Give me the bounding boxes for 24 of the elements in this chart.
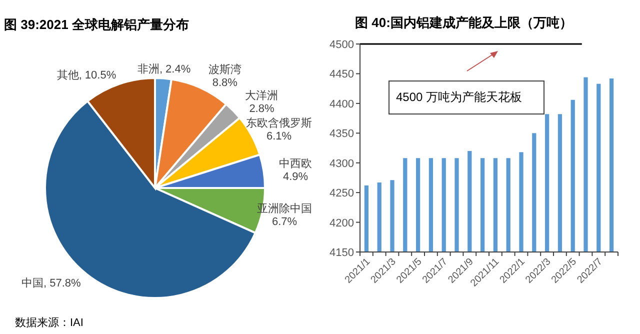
chart-title: 图 39:2021 全球电解铝产量分布 <box>4 17 189 32</box>
data-label: 2.8% <box>249 102 274 115</box>
data-label: 6.1% <box>266 130 292 143</box>
y-tick-label: 4150 <box>330 247 354 259</box>
data-label: 4.9% <box>282 170 308 183</box>
data-label: 6.7% <box>272 216 298 228</box>
y-tick-label: 4450 <box>330 68 354 81</box>
slice-label: 非洲, 2.4% <box>137 62 191 76</box>
slice-label: 中西欧 <box>279 156 312 170</box>
y-tick-label: 4400 <box>330 98 354 110</box>
y-tick-label: 4250 <box>330 188 354 200</box>
data-label: 8.8% <box>212 77 238 90</box>
slice-label: 中国, 57.8% <box>22 276 82 290</box>
annotation: 4500 万吨为产能天花板 <box>396 90 522 104</box>
slice-label: 大洋洲 <box>245 88 278 102</box>
y-tick-label: 4350 <box>330 128 354 140</box>
source-note: 数据来源：IAI <box>15 316 84 329</box>
y-tick-label: 4300 <box>330 158 354 170</box>
chart-title: 图 40:国内铝建成产能及上限（万吨） <box>355 15 572 30</box>
slice-label: 东欧含俄罗斯 <box>246 116 312 130</box>
slice-label: 其他, 10.5% <box>56 68 116 82</box>
y-tick-label: 4200 <box>330 217 354 230</box>
y-tick-label: 4500 <box>330 39 354 51</box>
slice-label: 波斯湾 <box>208 63 242 76</box>
